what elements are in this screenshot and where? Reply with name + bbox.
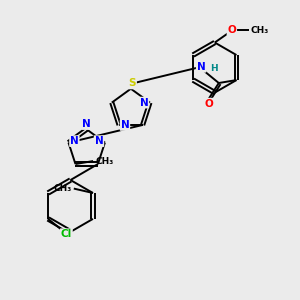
Text: CH₃: CH₃ [95, 157, 114, 166]
Text: S: S [129, 79, 136, 88]
Text: N: N [121, 120, 129, 130]
Text: N: N [140, 98, 148, 108]
Text: N: N [70, 136, 79, 146]
Text: Cl: Cl [61, 229, 72, 239]
Text: N: N [197, 62, 206, 72]
Text: N: N [82, 119, 91, 129]
Text: O: O [227, 25, 236, 35]
Text: CH₃: CH₃ [53, 184, 72, 193]
Text: N: N [94, 136, 103, 146]
Text: H: H [210, 64, 218, 73]
Text: O: O [204, 99, 213, 109]
Text: CH₃: CH₃ [251, 26, 269, 35]
